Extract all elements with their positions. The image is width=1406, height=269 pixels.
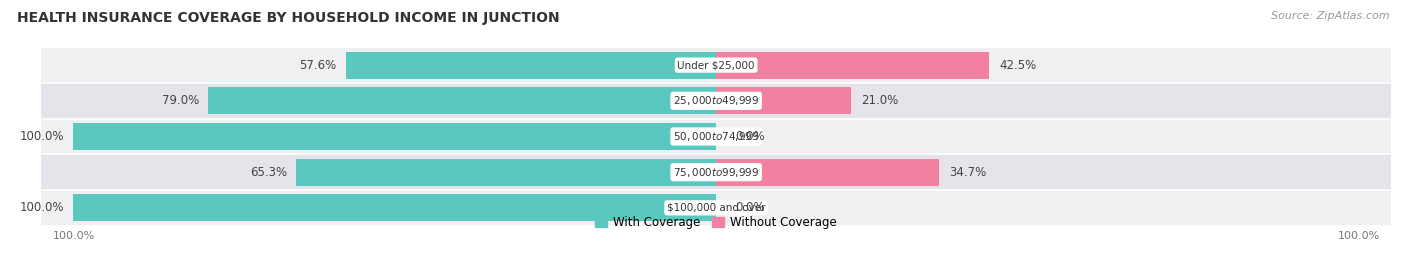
Bar xyxy=(41,47,1391,83)
Legend: With Coverage, Without Coverage: With Coverage, Without Coverage xyxy=(591,212,842,234)
Text: 79.0%: 79.0% xyxy=(162,94,198,107)
Text: $75,000 to $99,999: $75,000 to $99,999 xyxy=(673,166,759,179)
Bar xyxy=(297,159,716,186)
Text: $25,000 to $49,999: $25,000 to $49,999 xyxy=(673,94,759,107)
Bar xyxy=(346,52,716,79)
Text: 0.0%: 0.0% xyxy=(735,201,765,214)
Text: 21.0%: 21.0% xyxy=(860,94,898,107)
Bar xyxy=(73,194,716,221)
Text: 34.7%: 34.7% xyxy=(949,166,986,179)
Bar xyxy=(41,154,1391,190)
Bar xyxy=(716,87,851,114)
Text: Under $25,000: Under $25,000 xyxy=(678,60,755,70)
Bar xyxy=(73,123,716,150)
Text: $50,000 to $74,999: $50,000 to $74,999 xyxy=(673,130,759,143)
Text: 57.6%: 57.6% xyxy=(299,59,336,72)
Bar xyxy=(716,159,939,186)
Text: HEALTH INSURANCE COVERAGE BY HOUSEHOLD INCOME IN JUNCTION: HEALTH INSURANCE COVERAGE BY HOUSEHOLD I… xyxy=(17,11,560,25)
Text: 65.3%: 65.3% xyxy=(250,166,287,179)
Bar xyxy=(41,119,1391,154)
Text: 100.0%: 100.0% xyxy=(20,201,63,214)
Bar xyxy=(716,52,990,79)
Bar xyxy=(41,190,1391,226)
Bar xyxy=(208,87,716,114)
Text: 42.5%: 42.5% xyxy=(998,59,1036,72)
Text: $100,000 and over: $100,000 and over xyxy=(666,203,765,213)
Text: 0.0%: 0.0% xyxy=(735,130,765,143)
Bar xyxy=(41,83,1391,119)
Text: 100.0%: 100.0% xyxy=(20,130,63,143)
Text: Source: ZipAtlas.com: Source: ZipAtlas.com xyxy=(1271,11,1389,21)
